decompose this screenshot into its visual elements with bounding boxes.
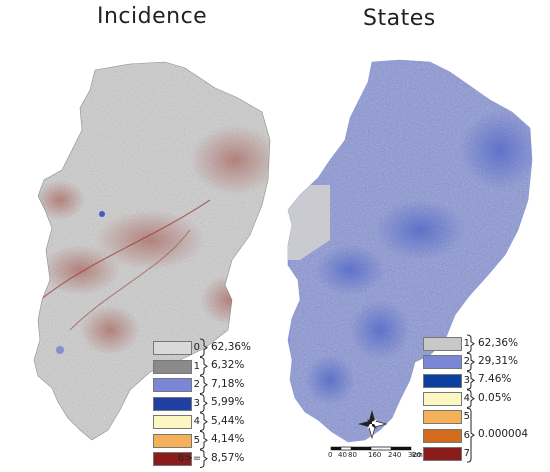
scale-bar	[330, 446, 412, 451]
legend-bracket	[466, 371, 475, 390]
legend-swatch	[153, 415, 192, 429]
scale-tick-label: 40	[338, 451, 347, 459]
legend-percentage: 7,18%	[211, 377, 245, 390]
legend-swatch	[423, 337, 462, 351]
legend-class-label: 5	[463, 411, 470, 423]
legend-swatch	[153, 396, 192, 411]
legend-class-label: 7	[463, 447, 470, 459]
legend-swatch	[423, 410, 462, 425]
legend-bracket	[466, 407, 475, 463]
legend-swatch	[153, 359, 192, 374]
legend-class-label: 3	[193, 397, 200, 409]
legend-class-label: 4	[193, 416, 200, 427]
legend-swatch	[423, 391, 462, 406]
legend-swatch	[423, 446, 462, 461]
legend-class-label: 6	[463, 429, 470, 441]
legend-bracket	[466, 352, 475, 372]
incidence-title: Incidence	[97, 4, 208, 29]
legend-class-label: 6>=	[178, 453, 202, 464]
legend-percentage: 0.05%	[478, 391, 512, 404]
legend-swatch	[423, 355, 462, 370]
legend-brackets	[199, 334, 475, 468]
legend-percentage: 29,31%	[478, 355, 519, 368]
legend-class-label: 1	[193, 360, 200, 372]
legend-percentage: 5,44%	[211, 414, 245, 427]
legend-percentage: 5,99%	[211, 396, 245, 409]
legend-swatch	[153, 433, 192, 448]
legend-bracket	[199, 375, 208, 394]
legend-percentage: 6,32%	[211, 359, 245, 372]
legend-class-label: 2	[463, 356, 470, 368]
legend-swatch	[153, 452, 192, 466]
legend-bracket	[466, 389, 475, 408]
legend-bracket	[199, 338, 208, 357]
incidence-map	[33, 61, 271, 441]
legend-class-label: 5	[193, 434, 200, 446]
scale-tick-label: 80	[348, 451, 357, 459]
legend-swatch	[423, 373, 462, 388]
legend-swatch	[423, 428, 462, 443]
scale-tick-label: 0	[328, 451, 333, 459]
legend-class-label: 4	[463, 392, 470, 404]
scale-tick-label: 160	[368, 451, 382, 459]
legend-percentage: 7.46%	[478, 373, 512, 386]
legend-class-label: 3	[463, 374, 470, 386]
legend-swatch	[153, 378, 192, 392]
legend-bracket	[199, 357, 208, 376]
scale-unit-label: km	[412, 451, 423, 459]
compass-rose-icon	[358, 410, 388, 440]
legend-percentage: 0.000004	[478, 428, 529, 441]
states-title: States	[363, 6, 436, 31]
legend-bracket	[466, 334, 475, 353]
legend-class-label: 1	[463, 338, 470, 349]
legend-bracket	[199, 449, 208, 468]
scale-tick-label: 240	[388, 451, 402, 459]
legend-percentage: 62,36%	[211, 340, 252, 353]
legend-percentage: 8,57%	[211, 451, 245, 464]
legend-percentage: 4,14%	[211, 433, 245, 446]
scale-tick-label: 320	[408, 451, 422, 459]
legend-class-label: 2	[193, 379, 200, 390]
legend-swatch	[153, 341, 192, 355]
legend-class-label: 0	[193, 342, 200, 353]
legend-bracket	[199, 431, 208, 450]
legend-bracket	[199, 394, 208, 413]
legend-bracket	[199, 412, 208, 431]
legend-percentage: 62,36%	[478, 336, 519, 349]
